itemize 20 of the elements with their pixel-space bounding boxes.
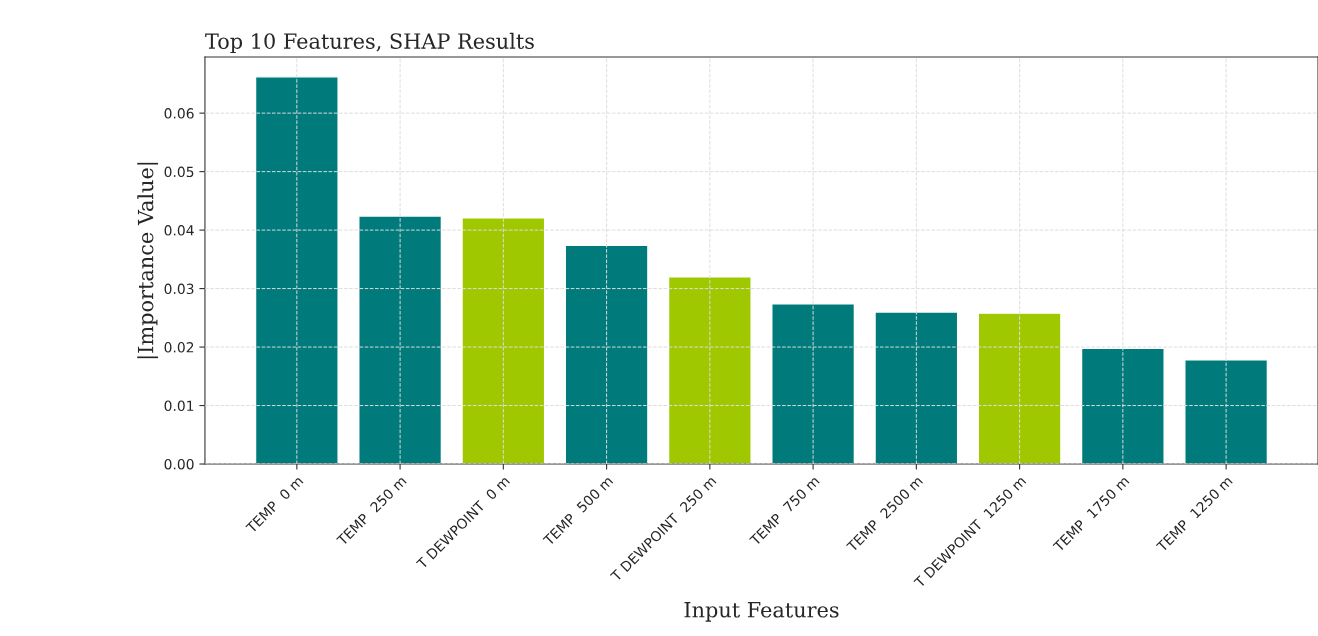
- bar: [1184, 359, 1269, 465]
- y-tick-label: 0.02: [164, 342, 194, 353]
- y-tick-label: 0.05: [164, 166, 194, 178]
- y-tick-label: 0.01: [164, 400, 194, 412]
- bar: [771, 303, 856, 465]
- bar: [564, 244, 649, 465]
- bar: [977, 312, 1062, 465]
- bar: [1080, 347, 1165, 465]
- x-axis-title: Input Features: [684, 602, 839, 622]
- bar: [874, 311, 959, 465]
- bar: [667, 276, 752, 465]
- chart-title: Top 10 Features, SHAP Results: [205, 32, 534, 53]
- y-axis-title: |Importance Value|: [137, 162, 159, 359]
- bar: [358, 215, 443, 465]
- y-tick-label: 0.03: [164, 283, 194, 295]
- y-tick-label: 0.00: [164, 458, 194, 470]
- bar: [461, 217, 546, 465]
- y-tick-label: 0.04: [164, 225, 194, 236]
- y-tick-label: 0.06: [164, 108, 194, 119]
- bar: [254, 76, 339, 465]
